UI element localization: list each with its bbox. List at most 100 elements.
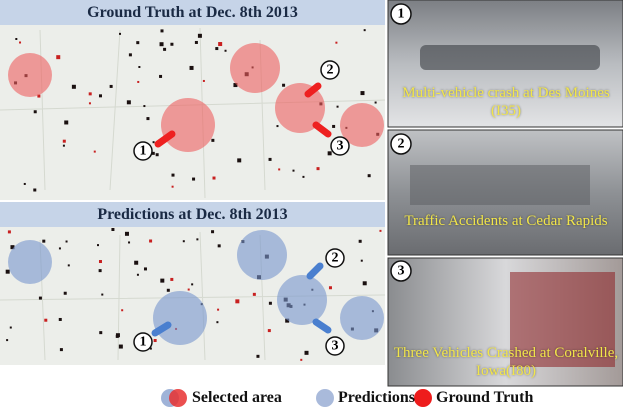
map-dot (211, 139, 214, 142)
area (153, 291, 207, 345)
area (237, 230, 287, 280)
legend-label: Predictions (338, 388, 415, 408)
map-dot (328, 151, 332, 155)
map-dot (159, 75, 162, 78)
map-dot (134, 261, 138, 265)
map-dot (156, 153, 159, 156)
map-dot (39, 297, 42, 300)
photos: 1 2 3 (388, 0, 623, 386)
map-dot (256, 355, 259, 358)
map-dot (42, 240, 45, 243)
map-dot (63, 140, 66, 143)
map-dot (121, 309, 123, 311)
map-dot (368, 174, 371, 177)
map-dot (292, 170, 294, 172)
map-dot (128, 241, 130, 243)
photo-caption: Traffic Accidents at Cedar Rapids (392, 212, 620, 230)
map-dot (253, 293, 256, 296)
map-dot (375, 102, 377, 104)
photo-detail (410, 165, 590, 205)
map-dot (34, 110, 37, 113)
map-dot (6, 270, 10, 274)
map-dot (143, 105, 145, 107)
map-dot (172, 174, 175, 177)
area (8, 240, 52, 284)
map-dot (235, 299, 239, 303)
map-title: Predictions at Dec. 8th 2013 (0, 203, 385, 227)
area (230, 43, 280, 93)
photo-number: 2 (398, 137, 405, 152)
map-dot (129, 53, 132, 56)
map-dot (137, 81, 139, 83)
map-dot (144, 267, 147, 270)
map-dot (305, 351, 309, 355)
photo-detail (420, 45, 600, 70)
map-dot (364, 29, 366, 31)
map-dot (361, 260, 363, 262)
map-dot (89, 92, 92, 95)
map-dot (237, 158, 241, 162)
map-dot (217, 309, 219, 311)
map-dot (160, 29, 163, 32)
map-dot (160, 42, 164, 46)
map-dot (329, 286, 332, 289)
map-dot (24, 183, 26, 185)
map-dot (302, 176, 304, 178)
map-dot (56, 55, 60, 59)
area (161, 98, 215, 152)
map-dot (33, 189, 36, 192)
map-dot (89, 102, 91, 104)
map-dot (278, 168, 280, 170)
maps: 1 2 3 1 2 3 (0, 0, 385, 365)
map-dot (211, 230, 214, 233)
marker-label: 3 (337, 139, 344, 154)
map-dot (215, 47, 218, 50)
map-dot (163, 48, 166, 51)
map-dot (225, 50, 227, 52)
marker-label: 3 (332, 339, 339, 354)
map-dot (111, 228, 114, 231)
marker-label: 2 (327, 63, 334, 78)
map-dot (300, 359, 302, 361)
map-dot (218, 42, 222, 46)
photo-caption: Three Vehicles Crashed at Coralville, Io… (392, 344, 620, 380)
map-dot (136, 41, 139, 44)
map-dot (97, 244, 99, 246)
map-dot (66, 241, 68, 243)
legend-label: Selected area (192, 388, 282, 408)
map-dot (64, 120, 68, 124)
map-dot (282, 84, 285, 87)
map-dot (127, 100, 131, 104)
map-dot (337, 106, 339, 108)
map-dot (6, 339, 8, 341)
map-dot (19, 41, 21, 43)
map-dot (125, 232, 129, 236)
map-dot (172, 186, 174, 188)
photo-number: 3 (398, 264, 405, 279)
map-dot (59, 247, 61, 249)
map-dot (196, 238, 198, 240)
map-dot (218, 244, 221, 247)
map-dot (170, 278, 173, 281)
map-dot (94, 151, 96, 153)
map-dot (153, 141, 155, 143)
map-dot (203, 80, 205, 82)
map-dot (276, 125, 278, 127)
map-dot (379, 230, 381, 232)
map-dot (359, 240, 362, 243)
map-dot (213, 177, 216, 180)
map-dot (68, 264, 70, 266)
figure: 1 2 3 1 2 3 1 2 3 Ground Truth at Dec. 8… (0, 0, 623, 411)
map-dot (332, 125, 335, 128)
map-dot (59, 318, 62, 321)
map-dot (119, 345, 123, 349)
map-dot (170, 43, 173, 46)
legend-label: Ground Truth (436, 388, 533, 408)
map-dot (110, 85, 113, 88)
map-dot (216, 321, 218, 323)
map-dot (44, 319, 47, 322)
map-dot (8, 230, 11, 233)
map-dot (195, 41, 198, 44)
map-dot (99, 260, 102, 263)
map-dot (198, 34, 202, 38)
